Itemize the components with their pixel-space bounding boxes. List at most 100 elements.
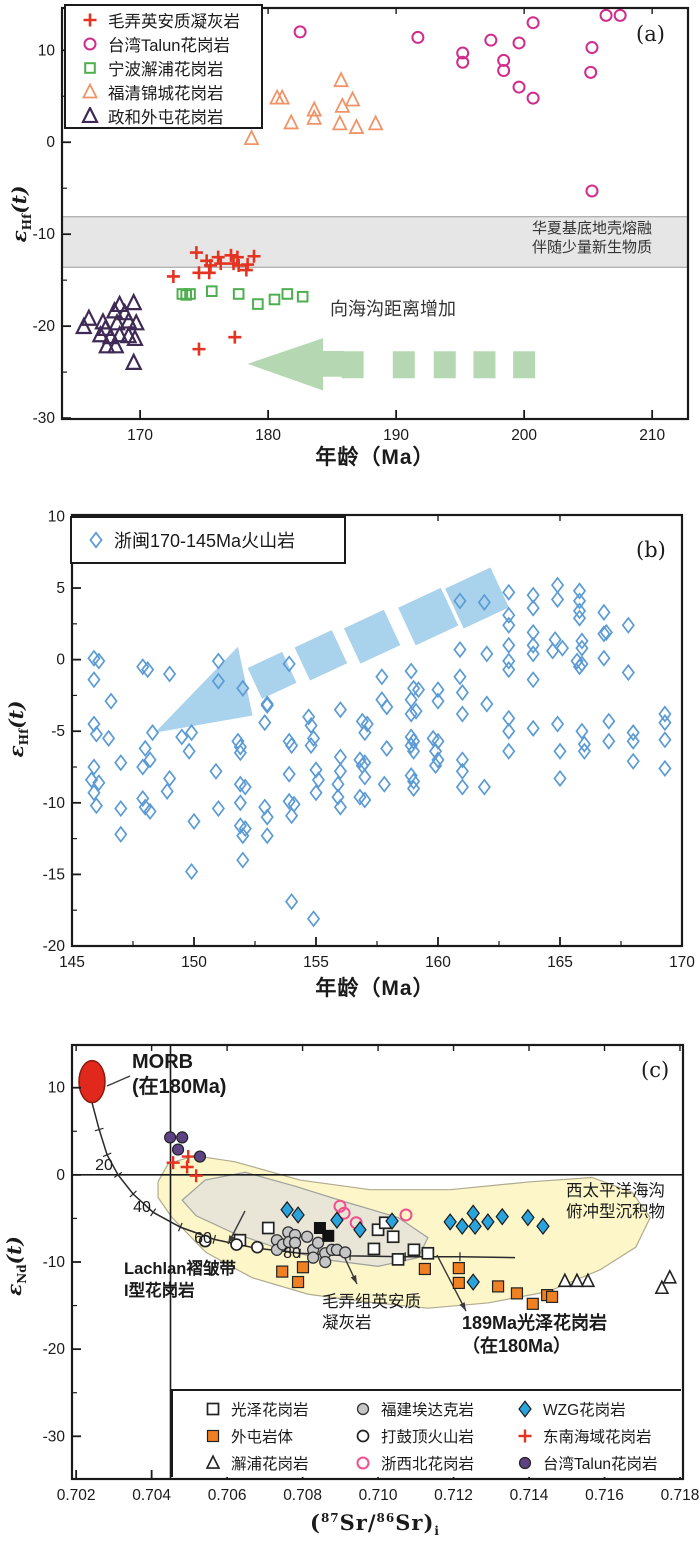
- legend-item: 东南海域花岗岩: [513, 1425, 681, 1447]
- annotation-arrow: [227, 1210, 246, 1245]
- circle-legend-icon: [518, 1456, 532, 1470]
- svg-text:190: 190: [383, 427, 409, 444]
- svg-text:10: 10: [48, 508, 66, 525]
- panel-c-tag: (c): [641, 1058, 670, 1082]
- series-zhenghe-waitun-granite: [74, 292, 146, 370]
- svg-text:0.716: 0.716: [585, 1487, 624, 1504]
- svg-text:-30: -30: [43, 1428, 66, 1445]
- svg-text:0: 0: [56, 652, 65, 669]
- panel-c-axes: 0.702 0.704 0.706 0.708 0.710 0.712 0.714 0.716…: [43, 1043, 699, 1504]
- svg-text:189Ma光泽花岗岩: 189Ma光泽花岗岩: [462, 1312, 607, 1333]
- svg-text:0: 0: [46, 134, 55, 151]
- circle-legend-icon: [356, 1402, 370, 1416]
- legend-item: 浙闽170-145Ma火山岩: [84, 527, 344, 553]
- panel-b-tag: (b): [636, 538, 666, 562]
- circle-legend-icon: [356, 1429, 370, 1443]
- svg-text:60: 60: [194, 1230, 212, 1247]
- series-maonong-dacitic-tuff: [166, 246, 261, 356]
- series-fujian-adakite: [270, 1226, 352, 1269]
- legend-item-label: 台湾Talun花岗岩: [108, 37, 230, 55]
- panel-b-legend: 浙闽170-145Ma火山岩: [70, 516, 346, 564]
- panel-c-legend: 光泽花岗岩 福建埃达克岩 WZG花岗岩 外屯岩体 打鼓顶火山岩 东南海域花岗岩 澥浦花岗岩 浙…: [171, 1389, 681, 1477]
- panel-b-yaxis-title: εHf(t): [4, 700, 31, 758]
- svg-text:170: 170: [669, 954, 695, 971]
- legend-item: 政和外屯花岗岩: [78, 104, 261, 128]
- svg-text:-20: -20: [43, 938, 66, 955]
- diamond-legend-icon: [518, 1400, 532, 1418]
- legend-item: 福清锦城花岗岩: [78, 80, 261, 104]
- svg-text:MORB: MORB: [132, 1051, 193, 1073]
- legend-item: 台湾Talun花岗岩: [78, 32, 261, 56]
- svg-text:0.706: 0.706: [208, 1487, 247, 1504]
- svg-text:180: 180: [255, 427, 281, 444]
- square-legend-icon: [84, 62, 96, 74]
- square-legend-icon: [206, 1402, 220, 1416]
- annotation-text: 向海沟距离增加: [330, 299, 456, 319]
- series-morb-ellipse: [78, 1059, 106, 1104]
- triangle-legend-icon: [205, 1454, 221, 1469]
- svg-text:0.704: 0.704: [132, 1487, 171, 1504]
- annotation-arrow: [436, 1254, 467, 1312]
- cross-legend-icon: [518, 1429, 532, 1443]
- svg-text:-30: -30: [33, 410, 56, 427]
- svg-text:40: 40: [133, 1199, 151, 1216]
- svg-text:毛弄组英安质: 毛弄组英安质: [322, 1292, 421, 1311]
- svg-text:145: 145: [59, 954, 85, 971]
- circle-legend-icon: [83, 37, 97, 51]
- crust-melting-band: [62, 216, 688, 268]
- annotation-arrow: [106, 1075, 131, 1087]
- svg-text:西太平洋海沟: 西太平洋海沟: [566, 1181, 665, 1200]
- legend-item-label: 澥浦花岗岩: [231, 1456, 309, 1473]
- cross-legend-icon: [83, 13, 97, 27]
- svg-text:210: 210: [639, 427, 665, 444]
- panel-a-xaxis-title: 年龄（Ma）: [315, 446, 435, 469]
- legend-item-label: WZG花岗岩: [543, 1402, 626, 1419]
- svg-text:向海沟距离增加: 向海沟距离增加: [330, 299, 456, 319]
- panel-c-xaxis-title: (87Sr/86Sr)i: [310, 1510, 440, 1539]
- svg-text:150: 150: [181, 954, 207, 971]
- annotation-text: 189Ma光泽花岗岩（在180Ma）: [462, 1312, 607, 1356]
- series-taiwan-talun-granite: [293, 8, 627, 198]
- svg-text:-10: -10: [33, 226, 56, 243]
- series-fuqing-jincheng-granite: [243, 71, 384, 145]
- legend-item-label: 毛弄英安质凝灰岩: [108, 13, 240, 31]
- legend-item-label: 打鼓顶火山岩: [381, 1429, 475, 1446]
- panel-a-tag: (a): [636, 22, 665, 46]
- svg-text:伴随少量新生物质: 伴随少量新生物质: [532, 239, 652, 256]
- svg-text:俯冲型沉积物: 俯冲型沉积物: [566, 1202, 665, 1221]
- series-zhemin-volcanics: [84, 576, 672, 928]
- svg-text:20: 20: [95, 1157, 113, 1174]
- annotation-text: MORB(在180Ma): [132, 1051, 226, 1098]
- legend-item: 澥浦花岗岩: [201, 1452, 351, 1474]
- legend-item: 外屯岩体: [201, 1425, 351, 1447]
- series-wzg-granite: [280, 1200, 550, 1291]
- series-zhexibei-granite: [333, 1199, 413, 1230]
- svg-text:（在180Ma）: （在180Ma）: [462, 1335, 571, 1356]
- svg-text:10: 10: [38, 42, 56, 59]
- legend-item: WZG花岗岩: [513, 1398, 681, 1420]
- circle-legend-icon: [356, 1456, 370, 1470]
- svg-text:0: 0: [56, 1167, 65, 1184]
- svg-text:(在180Ma): (在180Ma): [132, 1074, 226, 1098]
- svg-text:0.710: 0.710: [359, 1487, 398, 1504]
- annotation-text: 20: [95, 1157, 113, 1174]
- panel-b-xaxis-title: 年龄（Ma）: [315, 977, 435, 1000]
- legend-item-label: 宁波澥浦花岗岩: [108, 61, 224, 79]
- svg-text:-20: -20: [33, 318, 56, 335]
- legend-item: 浙西北花岗岩: [351, 1452, 513, 1474]
- svg-text:-10: -10: [43, 1254, 66, 1271]
- panel-c-yaxis-title: εNd(t): [2, 1236, 29, 1296]
- svg-text:华夏基底地壳熔融: 华夏基底地壳熔融: [532, 220, 652, 237]
- annotation-text: 80: [283, 1245, 301, 1262]
- triangle-legend-icon: [81, 107, 99, 124]
- legend-item-label: 浙闽170-145Ma火山岩: [114, 531, 296, 551]
- svg-text:0.712: 0.712: [434, 1487, 473, 1504]
- legend-item-label: 浙西北花岗岩: [381, 1456, 475, 1473]
- series-taiwan-talun-granite-c: [164, 1131, 207, 1163]
